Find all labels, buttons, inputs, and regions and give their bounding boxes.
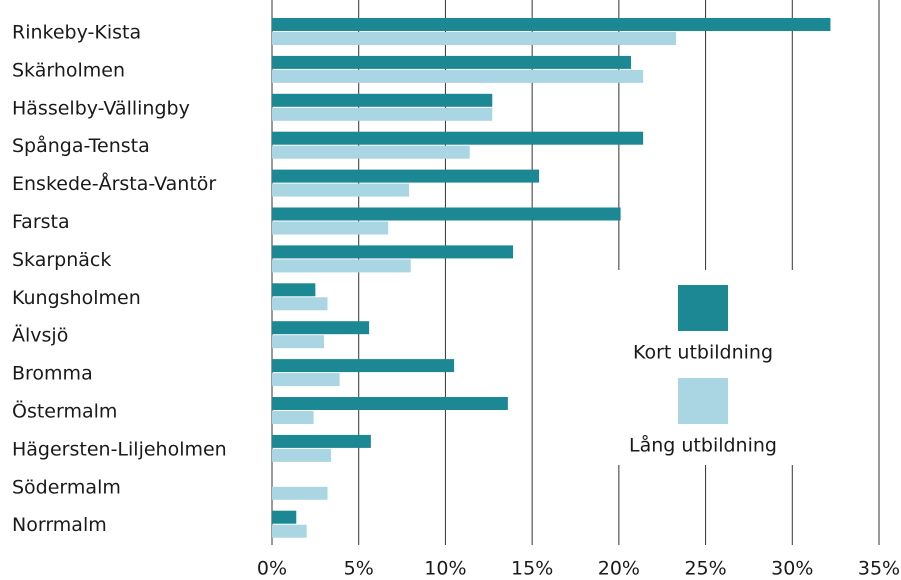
category-label: Hägersten-Liljeholmen — [12, 438, 227, 460]
bar — [272, 221, 389, 235]
bar — [272, 448, 331, 462]
bar — [272, 18, 831, 31]
bar — [272, 183, 410, 197]
bar — [272, 297, 328, 311]
x-tick-label: 0% — [257, 558, 287, 580]
bar — [272, 411, 314, 424]
legend-label: Kort utbildning — [633, 342, 773, 364]
bar — [272, 259, 411, 273]
category-label: Spånga-Tensta — [12, 134, 150, 157]
category-label: Hässelby-Vällingby — [12, 97, 190, 119]
bar — [272, 524, 307, 538]
bar — [272, 207, 621, 221]
category-label: Älvsjö — [12, 324, 68, 347]
category-label: Enskede-Årsta-Vantör — [12, 172, 216, 195]
category-label: Rinkeby-Kista — [12, 22, 141, 44]
category-label: Kungsholmen — [12, 287, 141, 309]
bar — [272, 32, 677, 45]
bar — [272, 69, 644, 83]
bar — [272, 283, 316, 297]
bar — [272, 93, 493, 107]
bar — [272, 359, 455, 373]
bar — [272, 55, 631, 69]
category-label: Östermalm — [12, 400, 117, 423]
category-label: Bromma — [12, 363, 93, 385]
legend-label: Lång utbildning — [629, 434, 777, 457]
category-label: Farsta — [12, 211, 70, 233]
bar — [272, 373, 340, 387]
x-tick-label: 15% — [511, 558, 553, 580]
x-tick-label: 30% — [771, 558, 813, 580]
bar — [272, 486, 328, 500]
legend-swatch — [678, 378, 728, 424]
legend-swatch — [678, 285, 728, 331]
bar — [272, 169, 540, 183]
x-tick-label: 35% — [858, 558, 900, 580]
category-label: Skärholmen — [12, 59, 125, 81]
category-label: Norrmalm — [12, 514, 107, 536]
category-label: Södermalm — [12, 476, 121, 498]
bar — [272, 510, 297, 524]
bar — [272, 245, 514, 259]
x-tick-label: 5% — [344, 558, 374, 580]
bar — [272, 321, 370, 335]
bar — [272, 145, 470, 159]
bar — [272, 397, 508, 410]
x-tick-label: 25% — [684, 558, 726, 580]
bar — [272, 434, 371, 448]
bar — [272, 131, 644, 145]
x-tick-label: 20% — [598, 558, 640, 580]
bar — [272, 335, 325, 349]
category-label: Skarpnäck — [12, 249, 111, 271]
x-tick-label: 10% — [424, 558, 466, 580]
bar — [272, 107, 493, 121]
